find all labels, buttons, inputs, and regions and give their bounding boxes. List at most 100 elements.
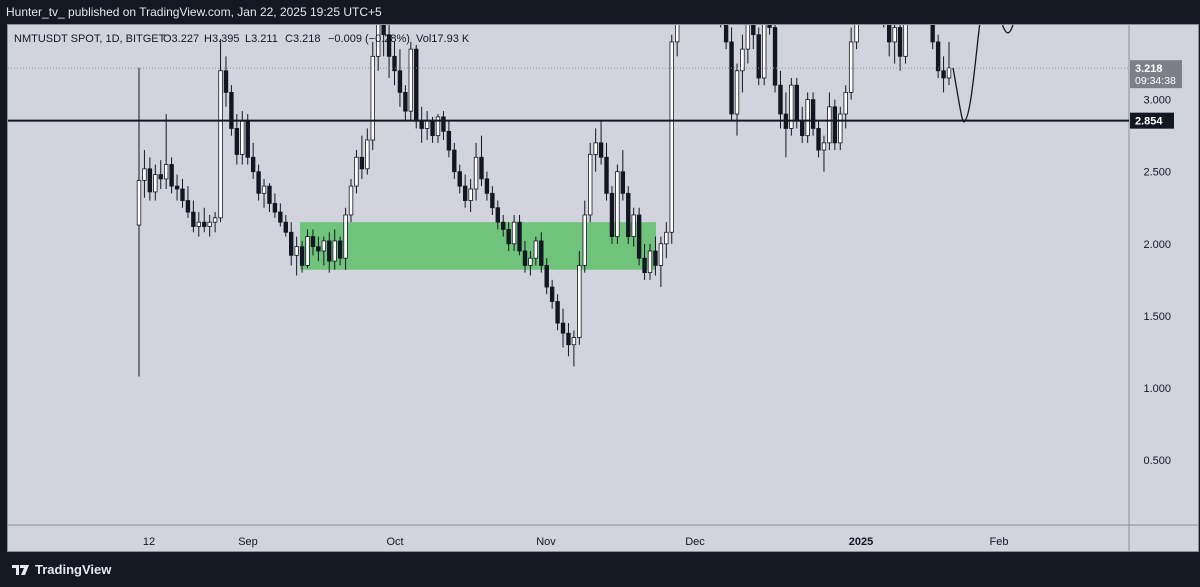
candle[interactable] bbox=[310, 229, 316, 256]
horizontal-level-label[interactable]: 2.854 bbox=[1130, 112, 1174, 129]
candle[interactable] bbox=[930, 25, 935, 50]
candle[interactable] bbox=[234, 114, 240, 165]
candle[interactable] bbox=[419, 106, 424, 143]
candle[interactable] bbox=[887, 25, 892, 57]
candle[interactable] bbox=[848, 27, 854, 100]
candle[interactable] bbox=[370, 41, 375, 151]
candle[interactable] bbox=[261, 178, 267, 208]
candle[interactable] bbox=[598, 121, 604, 165]
projection-drawing[interactable] bbox=[952, 25, 1059, 123]
candle[interactable] bbox=[202, 207, 207, 233]
candle[interactable] bbox=[142, 150, 147, 198]
candle[interactable] bbox=[207, 214, 212, 237]
candle[interactable] bbox=[354, 150, 359, 194]
candle[interactable] bbox=[136, 67, 142, 377]
candle[interactable] bbox=[903, 25, 908, 64]
candle[interactable] bbox=[446, 121, 452, 158]
candle[interactable] bbox=[511, 214, 517, 252]
candle[interactable] bbox=[838, 106, 843, 151]
candle[interactable] bbox=[337, 236, 343, 266]
candle[interactable] bbox=[414, 44, 419, 129]
candle[interactable] bbox=[577, 251, 582, 345]
candle[interactable] bbox=[528, 251, 533, 276]
candle[interactable] bbox=[332, 229, 337, 270]
candle[interactable] bbox=[935, 34, 941, 78]
candle[interactable] bbox=[240, 111, 245, 165]
candle[interactable] bbox=[669, 34, 674, 244]
candle[interactable] bbox=[533, 236, 539, 266]
candle[interactable] bbox=[441, 111, 446, 140]
candle[interactable] bbox=[566, 323, 571, 357]
candle[interactable] bbox=[805, 92, 810, 143]
candle[interactable] bbox=[642, 243, 647, 280]
candle[interactable] bbox=[174, 174, 180, 201]
candle[interactable] bbox=[185, 186, 191, 218]
candle[interactable] bbox=[468, 178, 473, 213]
candle[interactable] bbox=[250, 142, 256, 179]
candle[interactable] bbox=[734, 63, 740, 136]
candle[interactable] bbox=[348, 178, 354, 223]
candle[interactable] bbox=[316, 236, 321, 262]
candle[interactable] bbox=[946, 41, 952, 86]
candle[interactable] bbox=[626, 186, 631, 244]
candle[interactable] bbox=[403, 85, 408, 122]
candle[interactable] bbox=[408, 41, 414, 122]
candle[interactable] bbox=[490, 186, 495, 215]
tradingview-logo[interactable]: TradingView bbox=[12, 562, 111, 577]
candle[interactable] bbox=[729, 27, 734, 122]
candle[interactable] bbox=[783, 92, 789, 158]
candle[interactable] bbox=[321, 236, 327, 266]
chart-frame[interactable]: 3.000 2.500 2.000 1.500 1.000 0.500 12 Sep Oct No… bbox=[7, 24, 1199, 552]
candle[interactable] bbox=[229, 85, 234, 136]
candle[interactable] bbox=[435, 114, 441, 143]
candle[interactable] bbox=[571, 330, 577, 367]
candle[interactable] bbox=[299, 240, 305, 273]
candle[interactable] bbox=[582, 200, 587, 273]
candle[interactable] bbox=[560, 308, 566, 348]
candle[interactable] bbox=[588, 142, 593, 223]
candle[interactable] bbox=[522, 240, 528, 273]
candle[interactable] bbox=[800, 106, 805, 143]
candle[interactable] bbox=[549, 279, 555, 309]
candle[interactable] bbox=[180, 178, 185, 208]
candle[interactable] bbox=[631, 207, 636, 247]
candle[interactable] bbox=[343, 207, 348, 270]
candle[interactable] bbox=[555, 294, 560, 331]
candle[interactable] bbox=[882, 25, 886, 28]
support-zone[interactable] bbox=[300, 222, 656, 270]
candle[interactable] bbox=[772, 25, 778, 93]
candle[interactable] bbox=[941, 56, 946, 93]
candle[interactable] bbox=[256, 164, 261, 201]
candle[interactable] bbox=[756, 27, 761, 86]
candle[interactable] bbox=[506, 222, 511, 252]
candle[interactable] bbox=[647, 243, 653, 280]
candle[interactable] bbox=[457, 164, 462, 194]
candle[interactable] bbox=[609, 186, 615, 244]
candle[interactable] bbox=[658, 236, 664, 288]
candle[interactable] bbox=[544, 258, 549, 295]
price-chart[interactable]: 3.000 2.500 2.000 1.500 1.000 0.500 12 Sep Oct No… bbox=[8, 25, 1199, 552]
candle[interactable] bbox=[327, 232, 332, 273]
candle[interactable] bbox=[767, 25, 772, 35]
candle[interactable] bbox=[604, 142, 609, 201]
candle[interactable] bbox=[751, 25, 756, 50]
candle[interactable] bbox=[272, 193, 278, 218]
candle[interactable] bbox=[169, 157, 174, 194]
candle[interactable] bbox=[778, 70, 783, 129]
candle[interactable] bbox=[473, 142, 479, 201]
candle[interactable] bbox=[289, 222, 294, 266]
candle[interactable] bbox=[854, 25, 859, 50]
candle[interactable] bbox=[653, 236, 658, 276]
candle[interactable] bbox=[153, 164, 158, 201]
candle[interactable] bbox=[212, 212, 218, 233]
candle[interactable] bbox=[816, 121, 821, 158]
candle[interactable] bbox=[620, 150, 626, 201]
candle[interactable] bbox=[810, 92, 816, 136]
candle[interactable] bbox=[191, 200, 196, 233]
candle[interactable] bbox=[163, 114, 169, 190]
candle[interactable] bbox=[158, 160, 163, 190]
candle[interactable] bbox=[517, 214, 522, 256]
candle[interactable] bbox=[740, 34, 745, 93]
candle[interactable] bbox=[424, 111, 430, 140]
